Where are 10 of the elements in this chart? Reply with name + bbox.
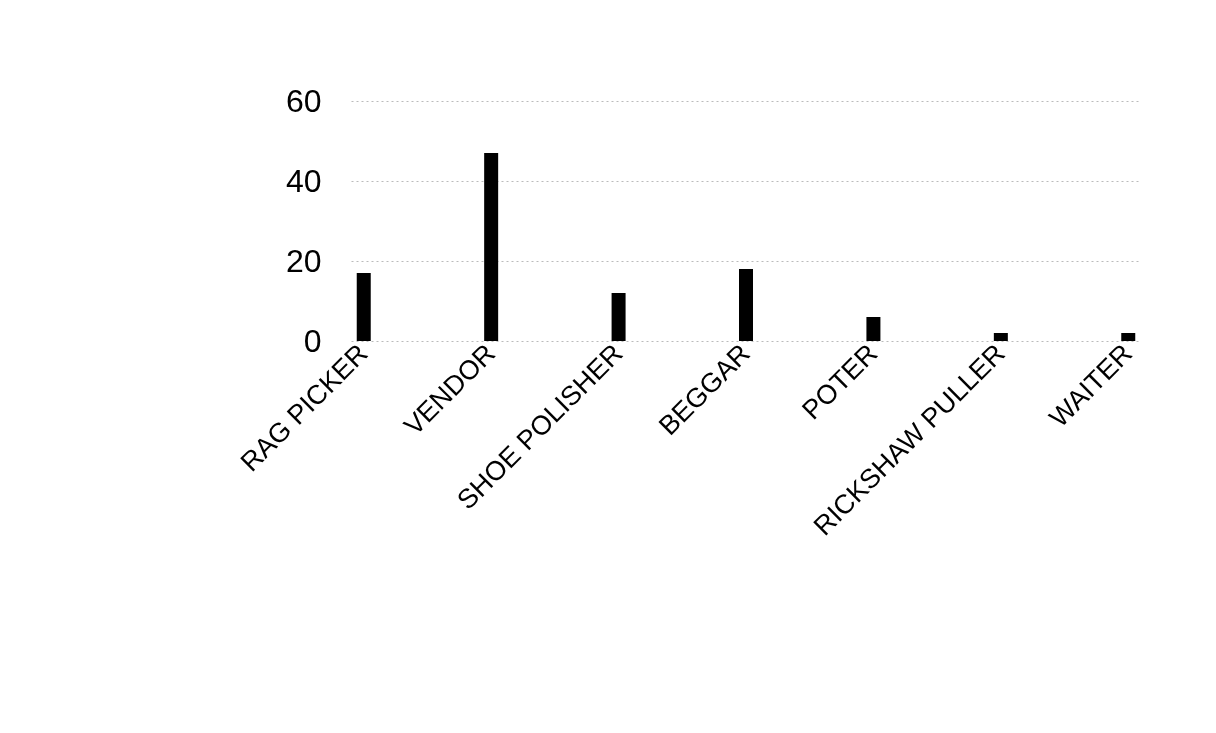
y-tick-label: 60 [285,82,322,119]
bar [866,317,881,341]
y-tick-label: 20 [285,242,322,279]
bar [484,153,499,341]
bar [739,269,753,341]
bar [356,273,371,341]
bar [611,293,626,341]
bar [993,333,1008,341]
bar [1121,333,1136,341]
y-tick-label: 40 [285,162,322,199]
